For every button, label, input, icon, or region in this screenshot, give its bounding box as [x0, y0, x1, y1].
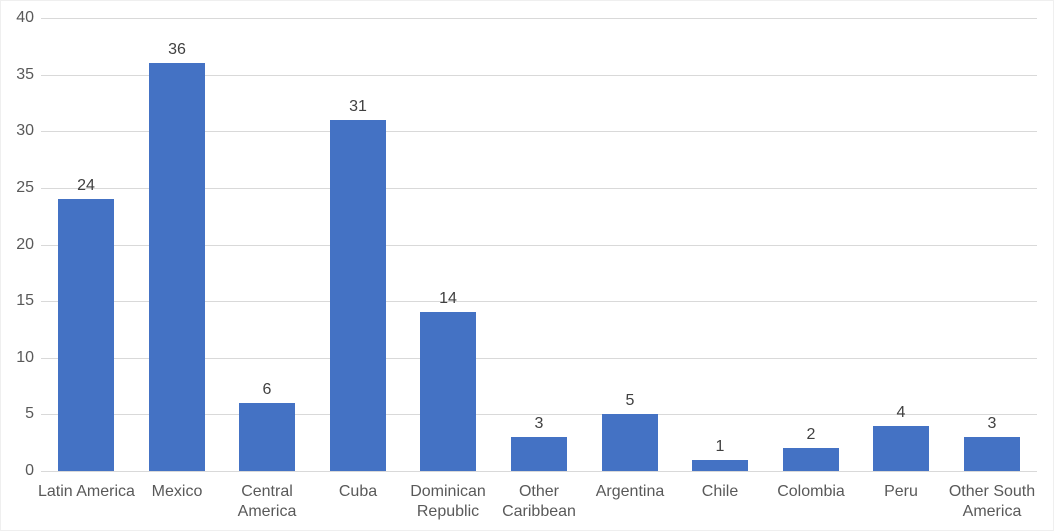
bar-other-caribbean [511, 437, 567, 471]
y-tick-label: 35 [16, 66, 34, 83]
x-axis-line [41, 471, 1037, 472]
bar-dominican-republic [420, 312, 476, 471]
x-category-label-line: America [237, 503, 297, 520]
y-tick-label: 30 [16, 122, 34, 139]
gridline [41, 245, 1037, 246]
y-tick-label: 5 [25, 405, 34, 422]
bar-value-label: 1 [715, 438, 725, 455]
bar-value-label: 4 [896, 404, 906, 421]
x-category-label-line: Colombia [777, 483, 845, 500]
x-category-label: Mexico [129, 482, 225, 502]
x-category-label-line: America [962, 503, 1022, 520]
bar-peru [873, 426, 929, 471]
y-tick-label: 20 [16, 236, 34, 253]
x-category-label-line: Mexico [151, 483, 203, 500]
x-category-label: Latin America [38, 482, 135, 502]
gridline [41, 188, 1037, 189]
y-tick-label: 25 [16, 179, 34, 196]
x-category-label: Other South America [944, 482, 1040, 522]
y-tick-label: 15 [16, 292, 34, 309]
x-category-label-line: Latin America [38, 483, 135, 500]
x-category-label: Other Caribbean [491, 482, 587, 522]
x-category-label-line: Central [241, 483, 293, 500]
bar-other-south-america [964, 437, 1020, 471]
y-tick-label: 0 [25, 462, 34, 479]
bar-value-label: 3 [534, 415, 544, 432]
bar-value-label: 5 [625, 392, 635, 409]
bar-value-label: 31 [349, 98, 367, 115]
x-category-label-line: Other [518, 483, 559, 500]
gridline [41, 131, 1037, 132]
y-tick-label: 40 [16, 9, 34, 26]
x-category-label: Dominican Republic [400, 482, 496, 522]
x-category-label: Chile [672, 482, 768, 502]
bar-value-label: 2 [806, 426, 816, 443]
x-category-label: Argentina [582, 482, 678, 502]
x-category-label: Cuba [310, 482, 406, 502]
gridline [41, 301, 1037, 302]
gridline [41, 75, 1037, 76]
bar-argentina [602, 414, 658, 471]
x-category-label-line: Chile [701, 483, 739, 500]
x-category-label: Colombia [763, 482, 859, 502]
bar-cuba [330, 120, 386, 471]
gridline [41, 414, 1037, 415]
x-category-label-line: Republic [416, 503, 480, 520]
bar-value-label: 6 [262, 381, 272, 398]
bar-central-america [239, 403, 295, 471]
x-category-label-line: Caribbean [502, 503, 576, 520]
y-tick-label: 10 [16, 349, 34, 366]
x-category-label-line: Other South [948, 483, 1036, 500]
bar-latin-america [58, 199, 114, 471]
bar-colombia [783, 448, 839, 471]
x-category-label: Peru [853, 482, 949, 502]
x-category-label-line: Cuba [338, 483, 378, 500]
bar-value-label: 24 [77, 177, 95, 194]
bar-value-label: 36 [168, 41, 186, 58]
x-category-label-line: Argentina [595, 483, 665, 500]
bar-chile [692, 460, 748, 471]
x-category-label: Central America [219, 482, 315, 522]
bar-value-label: 14 [439, 290, 457, 307]
bar-mexico [149, 63, 205, 471]
x-category-label-line: Dominican [410, 483, 486, 500]
bar-value-label: 3 [987, 415, 997, 432]
gridline [41, 358, 1037, 359]
x-category-label-line: Peru [884, 483, 918, 500]
gridline [41, 18, 1037, 19]
